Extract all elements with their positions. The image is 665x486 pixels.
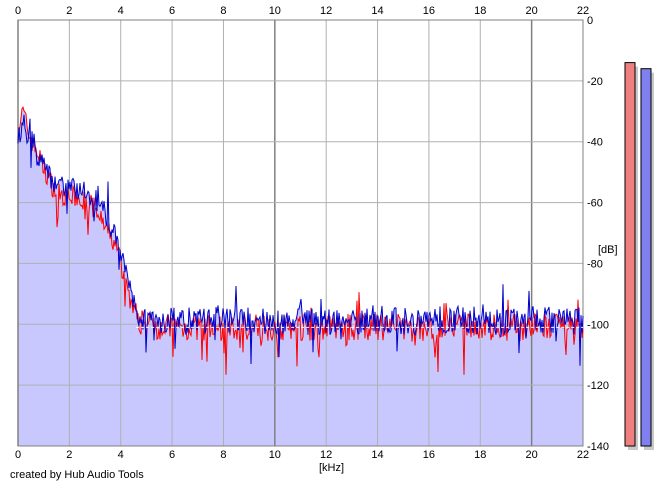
- x-tick-label-bottom: 10: [269, 449, 281, 461]
- x-axis-label: [kHz]: [319, 462, 344, 474]
- y-tick-label: -20: [587, 76, 603, 88]
- x-tick-label-bottom: 14: [371, 449, 383, 461]
- x-tick-label-top: 18: [474, 5, 486, 17]
- x-tick-label-bottom: 16: [423, 449, 435, 461]
- meter-left: [624, 62, 636, 447]
- y-ticks-right: 0 -20 -40 -60 -80 -100 -120 -140: [587, 15, 609, 453]
- x-tick-label-bottom: 18: [474, 449, 486, 461]
- plot-frame: [17, 19, 584, 447]
- level-meters: [624, 62, 654, 450]
- y-tick-label: -60: [587, 198, 603, 210]
- y-tick-label: -100: [587, 319, 609, 331]
- x-tick-label-bottom: 20: [526, 449, 538, 461]
- x-tick-label-bottom: 8: [220, 449, 226, 461]
- x-tick-label-top: 16: [423, 5, 435, 17]
- y-tick-label: 0: [587, 15, 593, 27]
- credit-text: created by Hub Audio Tools: [10, 469, 144, 481]
- x-ticks-bottom: 0 2 4 6 8 10 12 14 16 18 20 22: [15, 449, 589, 461]
- x-tick-label-top: 8: [220, 5, 226, 17]
- x-tick-label-top: 14: [371, 5, 383, 17]
- spectrum-fill: [18, 107, 583, 446]
- x-tick-label-top: 10: [269, 5, 281, 17]
- meter-right: [640, 68, 652, 447]
- x-tick-label-top: 0: [15, 5, 21, 17]
- y-tick-label: -80: [587, 258, 603, 270]
- spectrum-area: [18, 107, 583, 446]
- x-tick-label-bottom: 6: [169, 449, 175, 461]
- y-tick-label: -140: [587, 441, 609, 453]
- x-ticks-top: 0 2 4 6 8 10 12 14 16 18 20 22: [15, 5, 589, 17]
- x-tick-label-bottom: 4: [118, 449, 124, 461]
- x-tick-label-top: 22: [577, 5, 589, 17]
- x-tick-label-bottom: 0: [15, 449, 21, 461]
- x-tick-label-bottom: 2: [66, 449, 72, 461]
- x-tick-label-bottom: 22: [577, 449, 589, 461]
- series-line-blue: [17, 114, 584, 366]
- y-tick-label: -40: [587, 137, 603, 149]
- x-tick-label-top: 6: [169, 5, 175, 17]
- grid: [17, 19, 584, 447]
- x-tick-label-top: 2: [66, 5, 72, 17]
- series-lines: [17, 106, 584, 375]
- x-tick-label-top: 4: [118, 5, 124, 17]
- x-tick-label-bottom: 12: [320, 449, 332, 461]
- x-tick-label-top: 12: [320, 5, 332, 17]
- y-tick-label: -120: [587, 380, 609, 392]
- x-tick-label-top: 20: [526, 5, 538, 17]
- y-axis-label: [dB]: [598, 244, 618, 256]
